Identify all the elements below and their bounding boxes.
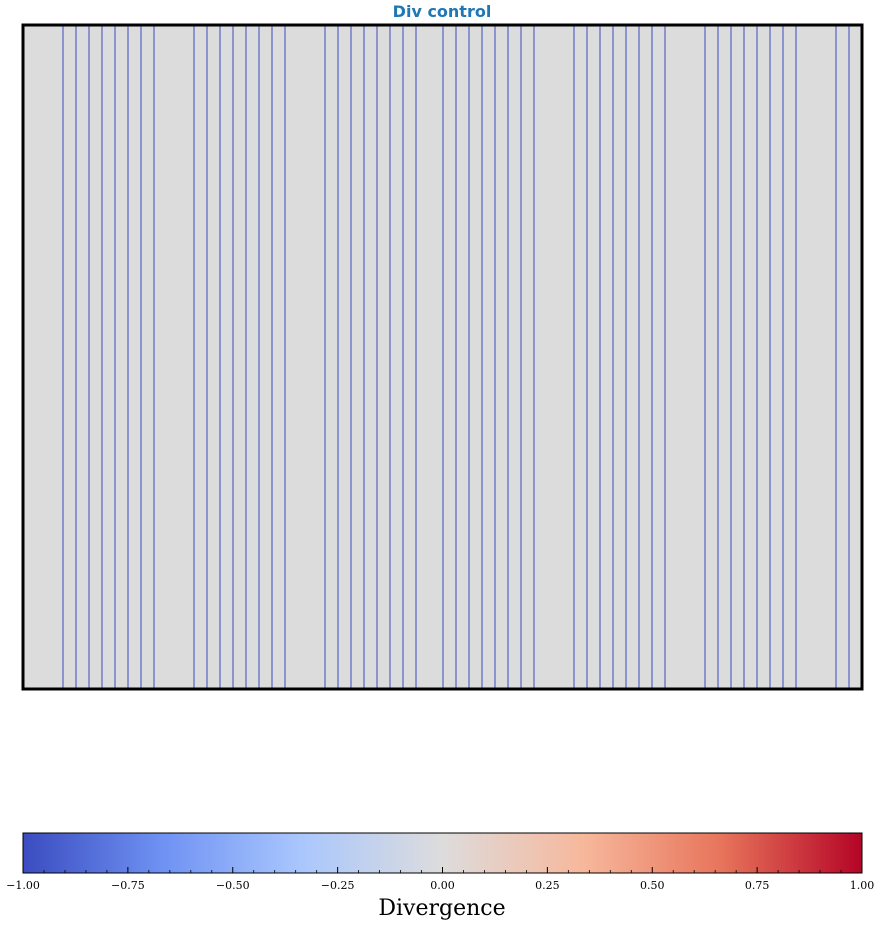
colorbar-tick-label: −1.00 xyxy=(6,879,40,892)
colorbar-tick-label: 0.25 xyxy=(535,879,560,892)
colorbar-tick-label: −0.50 xyxy=(216,879,250,892)
colorbar-tick-label: 0.00 xyxy=(430,879,455,892)
chart-title: Div control xyxy=(393,2,492,21)
colorbar-tick-label: 0.50 xyxy=(640,879,665,892)
colorbar-label: Divergence xyxy=(378,896,505,921)
colorbar xyxy=(22,832,863,874)
plot-frame xyxy=(21,23,864,691)
colorbar-tick-label: −0.25 xyxy=(321,879,355,892)
colorbar-tick-label: 1.00 xyxy=(850,879,875,892)
colorbar-ticks-group: −1.00 −0.75 −0.50 −0.25 0.00 0.25 0.50 0.75 1.00 xyxy=(6,867,874,892)
vertical-lines-group xyxy=(62,25,850,689)
colorbar-tick-label: −0.75 xyxy=(111,879,145,892)
colorbar-tick-label: 0.75 xyxy=(745,879,770,892)
